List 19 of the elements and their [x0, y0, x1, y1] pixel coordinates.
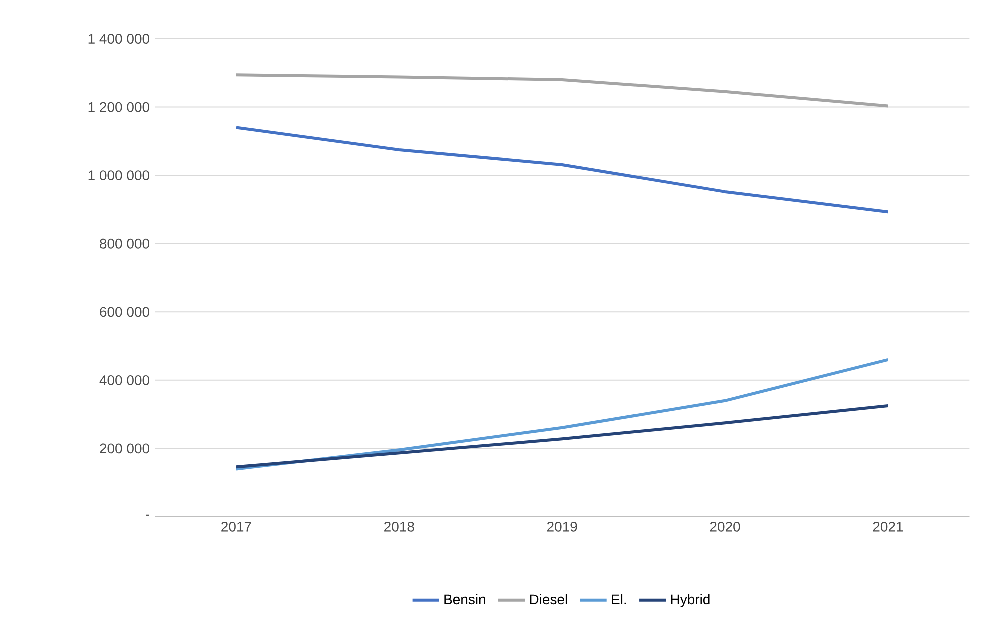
x-tick-label: 2019 — [547, 522, 578, 532]
legend-label: Bensin — [444, 594, 486, 605]
y-tick-label: 1 200 000 — [88, 102, 150, 112]
legend-label: Diesel — [530, 594, 568, 605]
legend-label: Hybrid — [671, 594, 710, 608]
x-tick-label: 2021 — [873, 522, 904, 532]
y-tick-label: 600 000 — [100, 307, 150, 318]
legend-label: El. — [612, 594, 626, 604]
line-series — [234, 126, 890, 214]
x-tick-label: 2020 — [710, 522, 740, 532]
y-tick-label: 1 400 000 — [88, 34, 150, 44]
x-tick-label: 2017 — [222, 522, 252, 532]
y-tick-label: 200 000 — [100, 444, 150, 454]
line-series — [234, 74, 890, 108]
y-tick-label: 400 000 — [100, 375, 150, 386]
y-tick-label: 1 000 000 — [88, 170, 150, 181]
y-tick-label: - — [146, 514, 150, 516]
x-tick-label: 2018 — [384, 522, 414, 532]
y-tick-label: 800 000 — [100, 238, 150, 249]
